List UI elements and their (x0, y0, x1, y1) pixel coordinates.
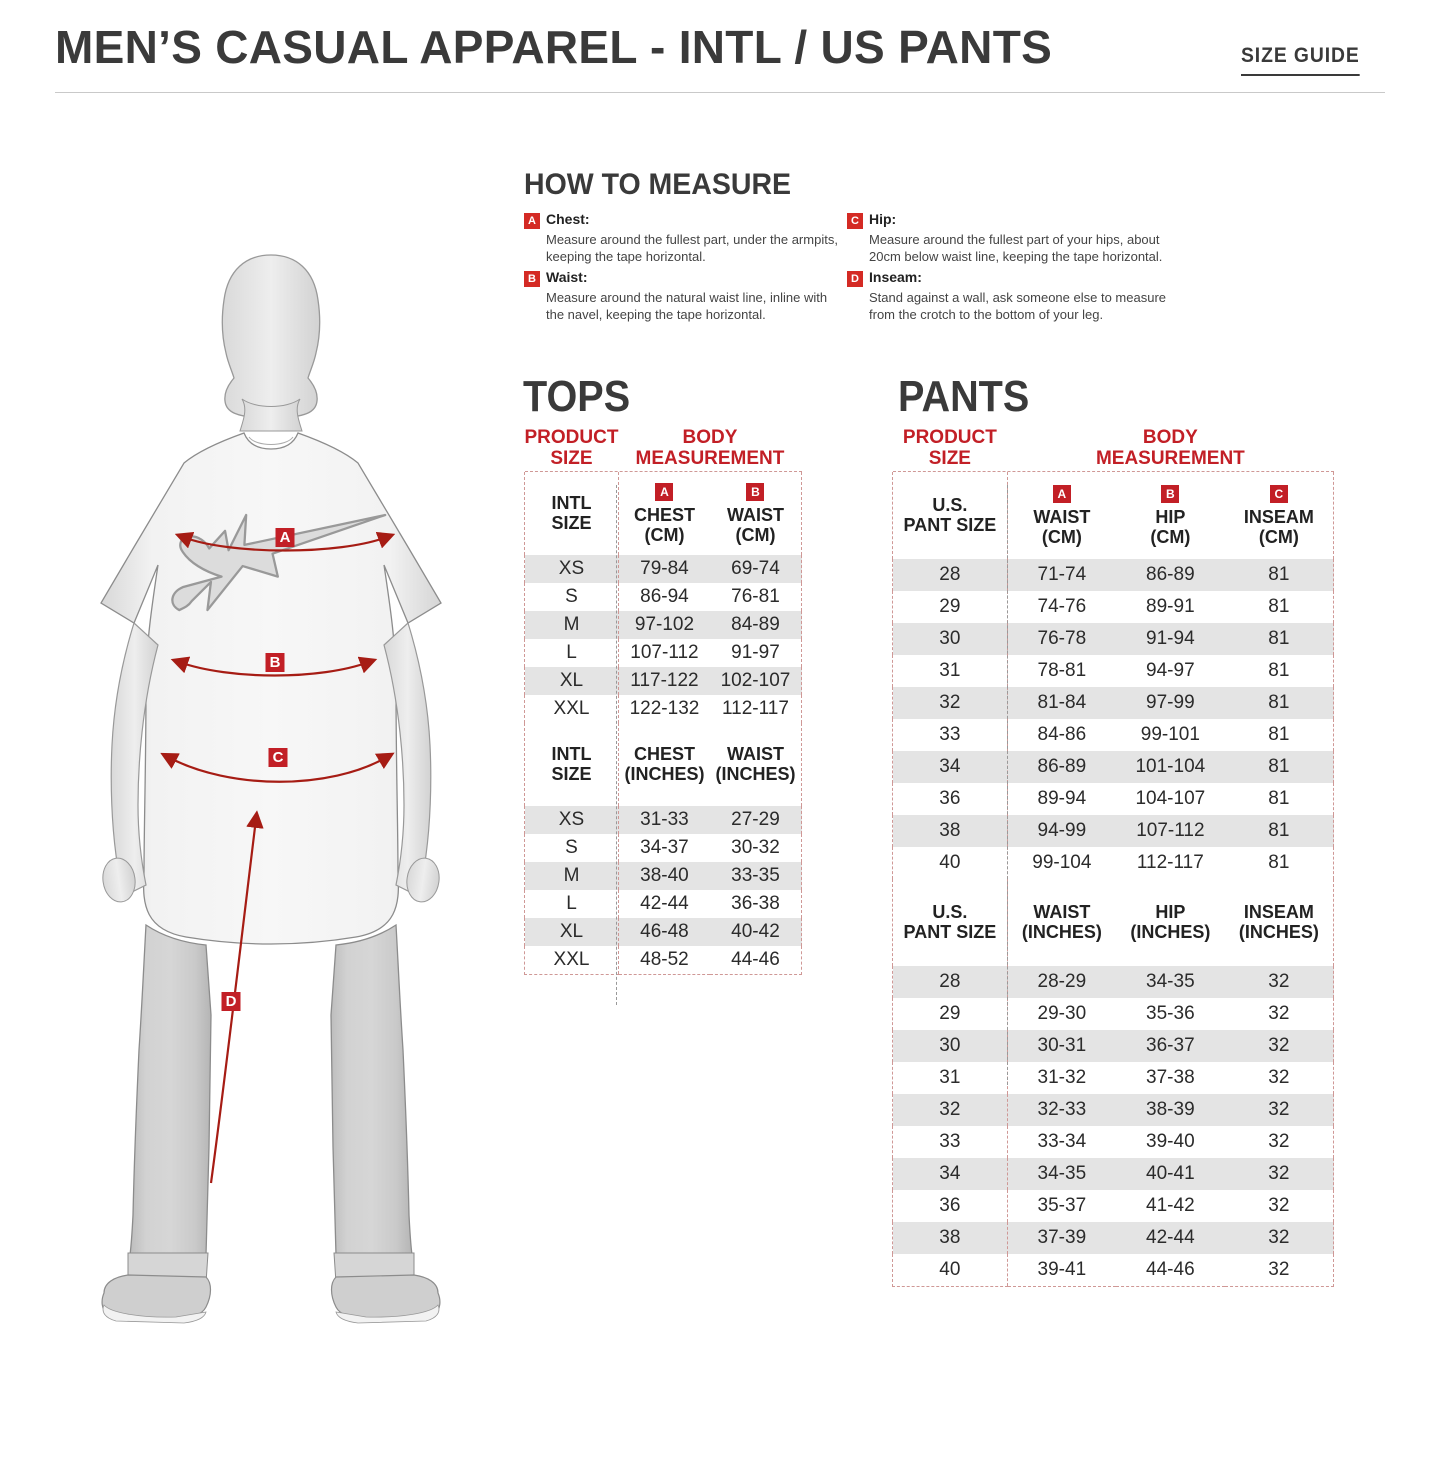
svg-text:A: A (280, 529, 291, 546)
svg-text:D: D (226, 993, 237, 1010)
svg-text:C: C (273, 749, 284, 766)
svg-text:B: B (270, 654, 281, 671)
